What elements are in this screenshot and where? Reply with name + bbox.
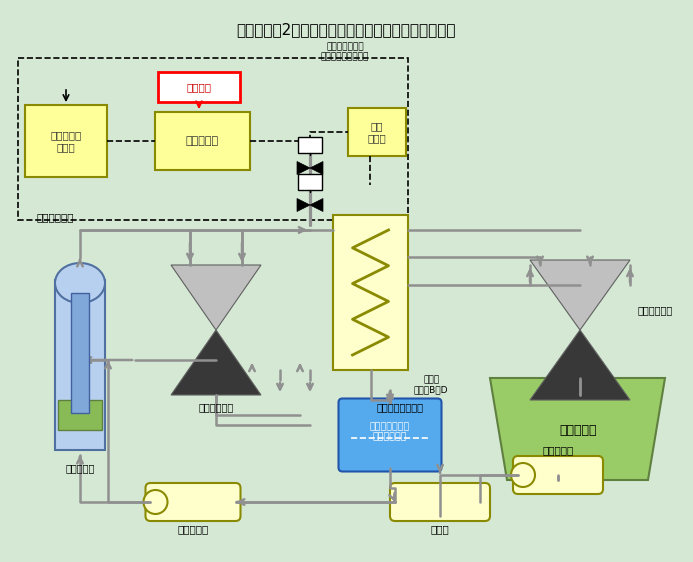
Text: 高圧給水加熱器へ: 高圧給水加熱器へ [376,402,423,412]
Polygon shape [171,330,261,395]
Polygon shape [310,198,323,211]
Bar [348,108,406,156]
Text: 低圧タービン: 低圧タービン [638,305,674,315]
Polygon shape [310,161,323,174]
Text: 二次系計器
ラック: 二次系計器 ラック [51,130,82,152]
Text: 復　水　器: 復 水 器 [559,424,597,437]
Bar [55,280,105,450]
Text: 共通リレー室: 共通リレー室 [36,212,73,222]
Text: 信号変換器: 信号変換器 [186,136,219,146]
Polygon shape [297,198,310,211]
Bar [58,400,102,430]
Bar [298,174,322,190]
FancyBboxPatch shape [513,456,603,494]
Bar [25,105,107,177]
Text: 復水ポンプ: 復水ポンプ [543,445,574,455]
Text: 給水ポンプ: 給水ポンプ [177,524,209,534]
Text: 圧力
検出器: 圧力 検出器 [367,121,387,143]
Polygon shape [530,260,630,330]
Polygon shape [297,161,310,174]
Text: 高圧タービン: 高圧タービン [198,402,234,412]
FancyBboxPatch shape [338,398,441,472]
Text: 蒸気発生器: 蒸気発生器 [65,463,95,473]
Text: 当該箇所: 当該箇所 [186,82,211,92]
Circle shape [143,490,168,514]
FancyBboxPatch shape [146,483,240,521]
Text: 脱気器: 脱気器 [430,524,449,534]
Text: 湿分分離加熱器
ドレンタンク: 湿分分離加熱器 ドレンタンク [370,422,410,442]
Bar [155,112,250,170]
Polygon shape [530,330,630,400]
Polygon shape [171,265,261,330]
Text: 湿分離
加熱器B，D: 湿分離 加熱器B，D [414,375,448,395]
FancyBboxPatch shape [390,483,490,521]
Bar [158,72,240,102]
Ellipse shape [55,263,105,303]
Bar [333,215,408,370]
Polygon shape [490,378,665,480]
Text: 伊方発電所2号機　湿分分離加熱器まわり概略系統図: 伊方発電所2号機 湿分分離加熱器まわり概略系統図 [236,22,456,37]
Text: 湿分分離加熱器
加熱蒸気温度制御弁: 湿分分離加熱器 加熱蒸気温度制御弁 [321,42,369,62]
Bar [298,137,322,153]
Bar [18,58,408,220]
Bar [71,293,89,413]
Circle shape [511,463,535,487]
